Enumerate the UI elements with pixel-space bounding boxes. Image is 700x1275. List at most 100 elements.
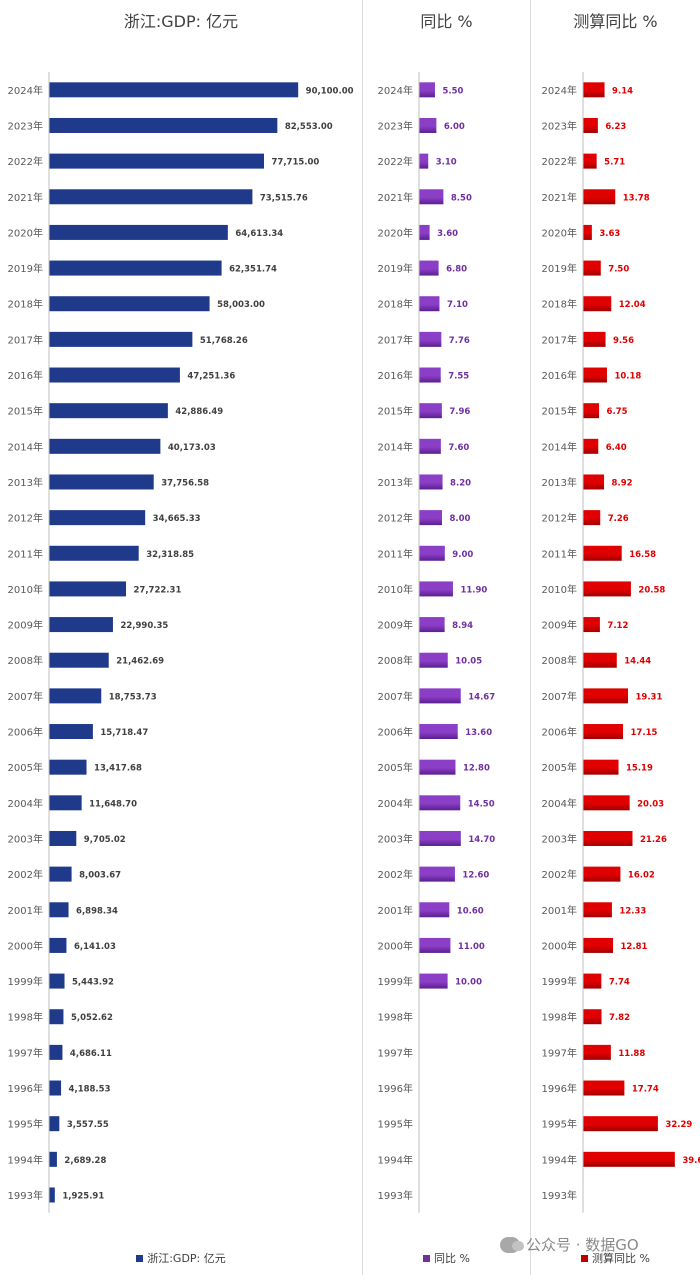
yoy-data-label: 3.60 — [437, 229, 458, 239]
gdp-bar — [49, 830, 77, 846]
calc-yoy-category-label: 1998年 — [542, 1011, 577, 1024]
calc-yoy-data-label: 6.23 — [605, 122, 626, 132]
yoy-bar — [419, 82, 435, 98]
gdp-bar — [49, 973, 65, 989]
calc-yoy-data-label: 16.02 — [628, 871, 655, 881]
calc-yoy-bar — [583, 438, 599, 454]
yoy-data-label: 11.90 — [460, 585, 487, 595]
yoy-bar — [419, 795, 461, 811]
gdp-data-label: 73,515.76 — [260, 193, 308, 203]
yoy-bar — [419, 296, 440, 312]
yoy-data-label: 8.50 — [451, 193, 472, 203]
calc-yoy-data-label: 7.12 — [607, 621, 628, 631]
gdp-bar — [49, 260, 222, 276]
calc-yoy-data-label: 19.31 — [635, 692, 662, 702]
yoy-category-label: 2004年 — [378, 797, 413, 810]
gdp-data-label: 8,003.67 — [79, 871, 121, 881]
calc-yoy-data-label: 12.81 — [621, 942, 648, 952]
calc-yoy-category-label: 2000年 — [542, 939, 577, 952]
yoy-data-label: 14.70 — [468, 835, 495, 845]
gdp-bar — [49, 1009, 64, 1025]
yoy-category-label: 2023年 — [378, 119, 413, 132]
gdp-category-label: 1994年 — [8, 1153, 43, 1166]
yoy-category-label: 2018年 — [378, 298, 413, 311]
gdp-data-label: 32,318.85 — [146, 550, 194, 560]
calc-yoy-bar — [583, 581, 631, 597]
yoy-bar — [419, 759, 456, 775]
yoy-legend: 同比 % — [363, 1250, 530, 1266]
calc-yoy-data-label: 11.88 — [618, 1049, 645, 1059]
gdp-legend-label: 浙江:GDP: 亿元 — [147, 1252, 226, 1265]
calc-yoy-category-label: 2024年 — [542, 84, 577, 97]
yoy-category-label: 2010年 — [378, 583, 413, 596]
yoy-bar — [419, 510, 442, 526]
calc-yoy-data-label: 7.82 — [609, 1013, 630, 1023]
calc-yoy-bar — [583, 652, 617, 668]
calc-yoy-category-label: 2017年 — [542, 333, 577, 346]
gdp-data-label: 82,553.00 — [285, 122, 333, 132]
yoy-data-label: 13.60 — [465, 728, 492, 738]
gdp-bar — [49, 1187, 55, 1203]
gdp-category-label: 2007年 — [8, 690, 43, 703]
calc-yoy-category-label: 2003年 — [542, 832, 577, 845]
yoy-bar — [419, 652, 448, 668]
gdp-bar — [49, 367, 180, 383]
yoy-category-label: 1998年 — [378, 1011, 413, 1024]
gdp-data-label: 21,462.69 — [116, 657, 164, 667]
gdp-data-label: 4,686.11 — [70, 1049, 112, 1059]
calc-yoy-bar — [583, 724, 624, 740]
yoy-bar — [419, 117, 437, 133]
calc-yoy-bar — [583, 545, 622, 561]
yoy-category-label: 2015年 — [378, 405, 413, 418]
yoy-data-label: 7.55 — [448, 372, 469, 382]
gdp-data-label: 9,705.02 — [84, 835, 126, 845]
yoy-chart-title: 同比 % — [420, 12, 473, 31]
calc-yoy-data-label: 10.18 — [614, 372, 641, 382]
calc-yoy-chart: 2024年 9.14 2023年 6.23 2022年 5.71 2021年 13.78 202… — [542, 72, 700, 1213]
calc-yoy-data-label: 12.33 — [619, 906, 646, 916]
gdp-category-label: 2012年 — [8, 512, 43, 525]
yoy-category-label: 2019年 — [378, 262, 413, 275]
yoy-category-label: 2016年 — [378, 369, 413, 382]
gdp-data-label: 2,689.28 — [64, 1156, 106, 1166]
yoy-data-label: 7.96 — [449, 407, 470, 417]
gdp-category-label: 2018年 — [8, 298, 43, 311]
gdp-bar — [49, 937, 67, 953]
yoy-bar — [419, 617, 445, 633]
calc-yoy-panel: 测算同比 % 2024年 9.14 2023年 6.23 2022年 5.71 2021年 1… — [531, 0, 700, 1275]
calc-yoy-category-label: 2012年 — [542, 512, 577, 525]
gdp-bar — [49, 724, 93, 740]
yoy-bar — [419, 581, 453, 597]
yoy-category-label: 1999年 — [378, 975, 413, 988]
calc-yoy-bar — [583, 367, 607, 383]
calc-yoy-category-label: 2008年 — [542, 654, 577, 667]
yoy-data-label: 5.50 — [442, 86, 463, 96]
calc-yoy-legend-swatch — [581, 1254, 589, 1262]
gdp-category-label: 2001年 — [8, 904, 43, 917]
gdp-bar — [49, 652, 109, 668]
gdp-bar — [49, 117, 278, 133]
yoy-data-label: 10.05 — [455, 657, 482, 667]
calc-yoy-data-label: 6.75 — [607, 407, 628, 417]
yoy-data-label: 14.50 — [468, 799, 495, 809]
yoy-category-label: 2006年 — [378, 726, 413, 739]
gdp-chart: 2024年 90,100.00 2023年 82,553.00 2022年 77,715.… — [8, 72, 354, 1213]
calc-yoy-category-label: 2007年 — [542, 690, 577, 703]
calc-yoy-data-label: 7.50 — [608, 265, 629, 275]
calc-yoy-data-label: 17.15 — [631, 728, 658, 738]
gdp-category-label: 2006年 — [8, 726, 43, 739]
yoy-bar — [419, 403, 442, 419]
calc-yoy-data-label: 5.71 — [604, 158, 625, 168]
gdp-bar — [49, 617, 113, 633]
yoy-category-label: 2003年 — [378, 832, 413, 845]
gdp-data-label: 15,718.47 — [100, 728, 148, 738]
gdp-category-label: 1996年 — [8, 1082, 43, 1095]
calc-yoy-data-label: 13.78 — [623, 193, 650, 203]
calc-yoy-category-label: 2014年 — [542, 440, 577, 453]
gdp-category-label: 2000年 — [8, 939, 43, 952]
yoy-category-label: 2007年 — [378, 690, 413, 703]
yoy-data-label: 12.80 — [463, 764, 490, 774]
yoy-data-label: 3.10 — [436, 158, 457, 168]
gdp-category-label: 2005年 — [8, 761, 43, 774]
calc-yoy-bar — [583, 1151, 675, 1167]
